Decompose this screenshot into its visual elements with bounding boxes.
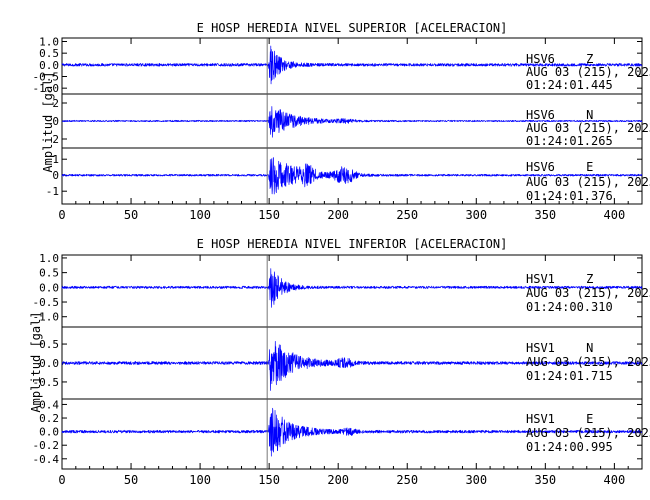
waveform-trace-hsv1-z — [61, 268, 643, 308]
x-tick-label: 350 — [534, 208, 556, 222]
x-tick-label: 0 — [58, 473, 65, 487]
station-name: HSV1 — [526, 272, 555, 286]
date-label: AUG 03 (215), 2023 — [526, 286, 650, 300]
panel-hsv1-e: 0.40.20.0-0.2-0.4 HSV1 E AUG 03 (215), 2… — [33, 398, 650, 470]
time-label: 01:24:01.376 — [526, 189, 613, 203]
waveform-trace-hsv6-z — [61, 45, 643, 85]
x-tick-label: 150 — [258, 473, 280, 487]
x-tick-label: 200 — [327, 208, 349, 222]
component-name: N — [586, 341, 593, 355]
lower-title: E HOSP HEREDIA NIVEL INFERIOR [ACELERACI… — [197, 237, 508, 251]
y-tick-label: -0.2 — [33, 439, 60, 452]
channel-label: HSV1 E — [526, 412, 593, 426]
time-label: 01:24:00.995 — [526, 440, 613, 454]
y-tick-label: 0.0 — [39, 59, 59, 72]
station-name: HSV6 — [526, 160, 555, 174]
y-tick-label: -0.5 — [33, 296, 60, 309]
y-tick-label: -1 — [46, 185, 59, 198]
y-tick-label: 2 — [52, 97, 59, 110]
x-tick-label: 100 — [189, 473, 211, 487]
x-tick-label: 300 — [465, 208, 487, 222]
station-name: HSV6 — [526, 108, 555, 122]
y-tick-label: 1.0 — [39, 36, 59, 49]
y-tick-label: 0.0 — [39, 357, 59, 370]
y-tick-label: -2 — [46, 133, 59, 146]
date-label: AUG 03 (215), 2023 — [526, 426, 650, 440]
upper-title: E HOSP HEREDIA NIVEL SUPERIOR [ACELERACI… — [197, 21, 508, 35]
waveform-trace-hsv1-n — [61, 340, 643, 391]
panel-y-ticks: 0.40.20.0-0.2-0.4 — [33, 398, 642, 466]
component-name: Z — [586, 52, 593, 66]
channel-label: HSV6 N — [526, 108, 593, 122]
x-tick-label: 400 — [604, 208, 626, 222]
x-tick-label: 200 — [327, 473, 349, 487]
y-tick-label: 0.0 — [39, 281, 59, 294]
panel-hsv6-n: 2 0 -2 HSV6 N AUG 03 (215), 2023 01:24:01.… — [46, 93, 650, 149]
y-tick-label: 0.5 — [39, 47, 59, 60]
panel-hsv6-z: 1.00.50.0-0.5-1.0 HSV6 Z AUG 03 (215), 2… — [33, 36, 650, 96]
component-name: E — [586, 160, 593, 174]
y-tick-label: 0.5 — [39, 267, 59, 280]
date-label: AUG 03 (215), 2023 — [526, 175, 650, 189]
y-tick-label: 0 — [52, 115, 59, 128]
y-tick-label: -0.5 — [33, 71, 60, 84]
upper-ylabel: Amplitud [gal] — [41, 71, 55, 172]
upper-group: E HOSP HEREDIA NIVEL SUPERIOR [ACELERACI… — [33, 21, 650, 222]
station-name: HSV1 — [526, 341, 555, 355]
y-tick-label: 1 — [52, 153, 59, 166]
y-tick-label: 0 — [52, 169, 59, 182]
panel-hsv1-n: 0.5 0.0 -0.5 HSV1 N AUG 03 (215), 2023 01:… — [33, 326, 650, 400]
x-tick-label: 250 — [396, 473, 418, 487]
time-label: 01:24:01.715 — [526, 369, 613, 383]
station-name: HSV1 — [526, 412, 555, 426]
panel-y-ticks: 0.5 0.0 -0.5 — [33, 338, 642, 389]
x-tick-label: 150 — [258, 208, 280, 222]
y-tick-label: -0.4 — [33, 453, 60, 466]
x-tick-label: 250 — [396, 208, 418, 222]
x-tick-label: 400 — [604, 473, 626, 487]
y-tick-label: -1.0 — [33, 82, 60, 95]
component-name: Z — [586, 272, 593, 286]
panel-y-ticks: 1.00.50.0-0.5-1.0 — [33, 36, 642, 95]
lower-x-axis: 0 50 100 150 200 250 300 350 400 — [58, 255, 629, 487]
date-label: AUG 03 (215), 2023 — [526, 355, 650, 369]
y-tick-label: 1.0 — [39, 252, 59, 265]
x-tick-label: 350 — [534, 473, 556, 487]
lower-ylabel: Amplitud [gal] — [29, 311, 43, 412]
panel-hsv6-e: 1 0 -1 HSV6 E AUG 03 (215), 2023 01:24:01.… — [46, 147, 650, 205]
y-tick-label: 0.4 — [39, 398, 59, 411]
x-tick-label: 50 — [124, 208, 138, 222]
station-name: HSV6 — [526, 52, 555, 66]
y-tick-label: 0.2 — [39, 412, 59, 425]
channel-label: HSV6 Z — [526, 52, 593, 66]
time-label: 01:24:01.265 — [526, 134, 613, 148]
channel-label: HSV1 N — [526, 341, 593, 355]
waveform-trace-hsv1-e — [61, 407, 643, 457]
component-name: N — [586, 108, 593, 122]
time-label: 01:24:01.445 — [526, 78, 613, 92]
y-tick-label: -0.5 — [33, 376, 60, 389]
x-tick-label: 300 — [465, 473, 487, 487]
y-tick-label: -1.0 — [33, 311, 60, 324]
channel-label: HSV6 E — [526, 160, 593, 174]
time-label: 01:24:00.310 — [526, 300, 613, 314]
panel-hsv1-z: 1.0 0.50.0 -0.5 -1.0 HSV1 Z AUG 03 (215), 2… — [33, 252, 650, 328]
waveform-trace-hsv6-e — [61, 157, 643, 195]
date-label: AUG 03 (215), 2023 — [526, 121, 650, 135]
lower-group: E HOSP HEREDIA NIVEL INFERIOR [ACELERACI… — [29, 237, 650, 487]
y-tick-label: 0.0 — [39, 426, 59, 439]
x-tick-label: 50 — [124, 473, 138, 487]
date-label: AUG 03 (215), 2023 — [526, 65, 650, 79]
component-name: E — [586, 412, 593, 426]
channel-label: HSV1 Z — [526, 272, 593, 286]
y-tick-label: 0.5 — [39, 338, 59, 351]
x-tick-label: 0 — [58, 208, 65, 222]
x-tick-label: 100 — [189, 208, 211, 222]
waveform-trace-hsv6-n — [61, 106, 643, 138]
upper-x-axis: 0 50 100 150 200 250 300 350 400 — [58, 38, 629, 222]
